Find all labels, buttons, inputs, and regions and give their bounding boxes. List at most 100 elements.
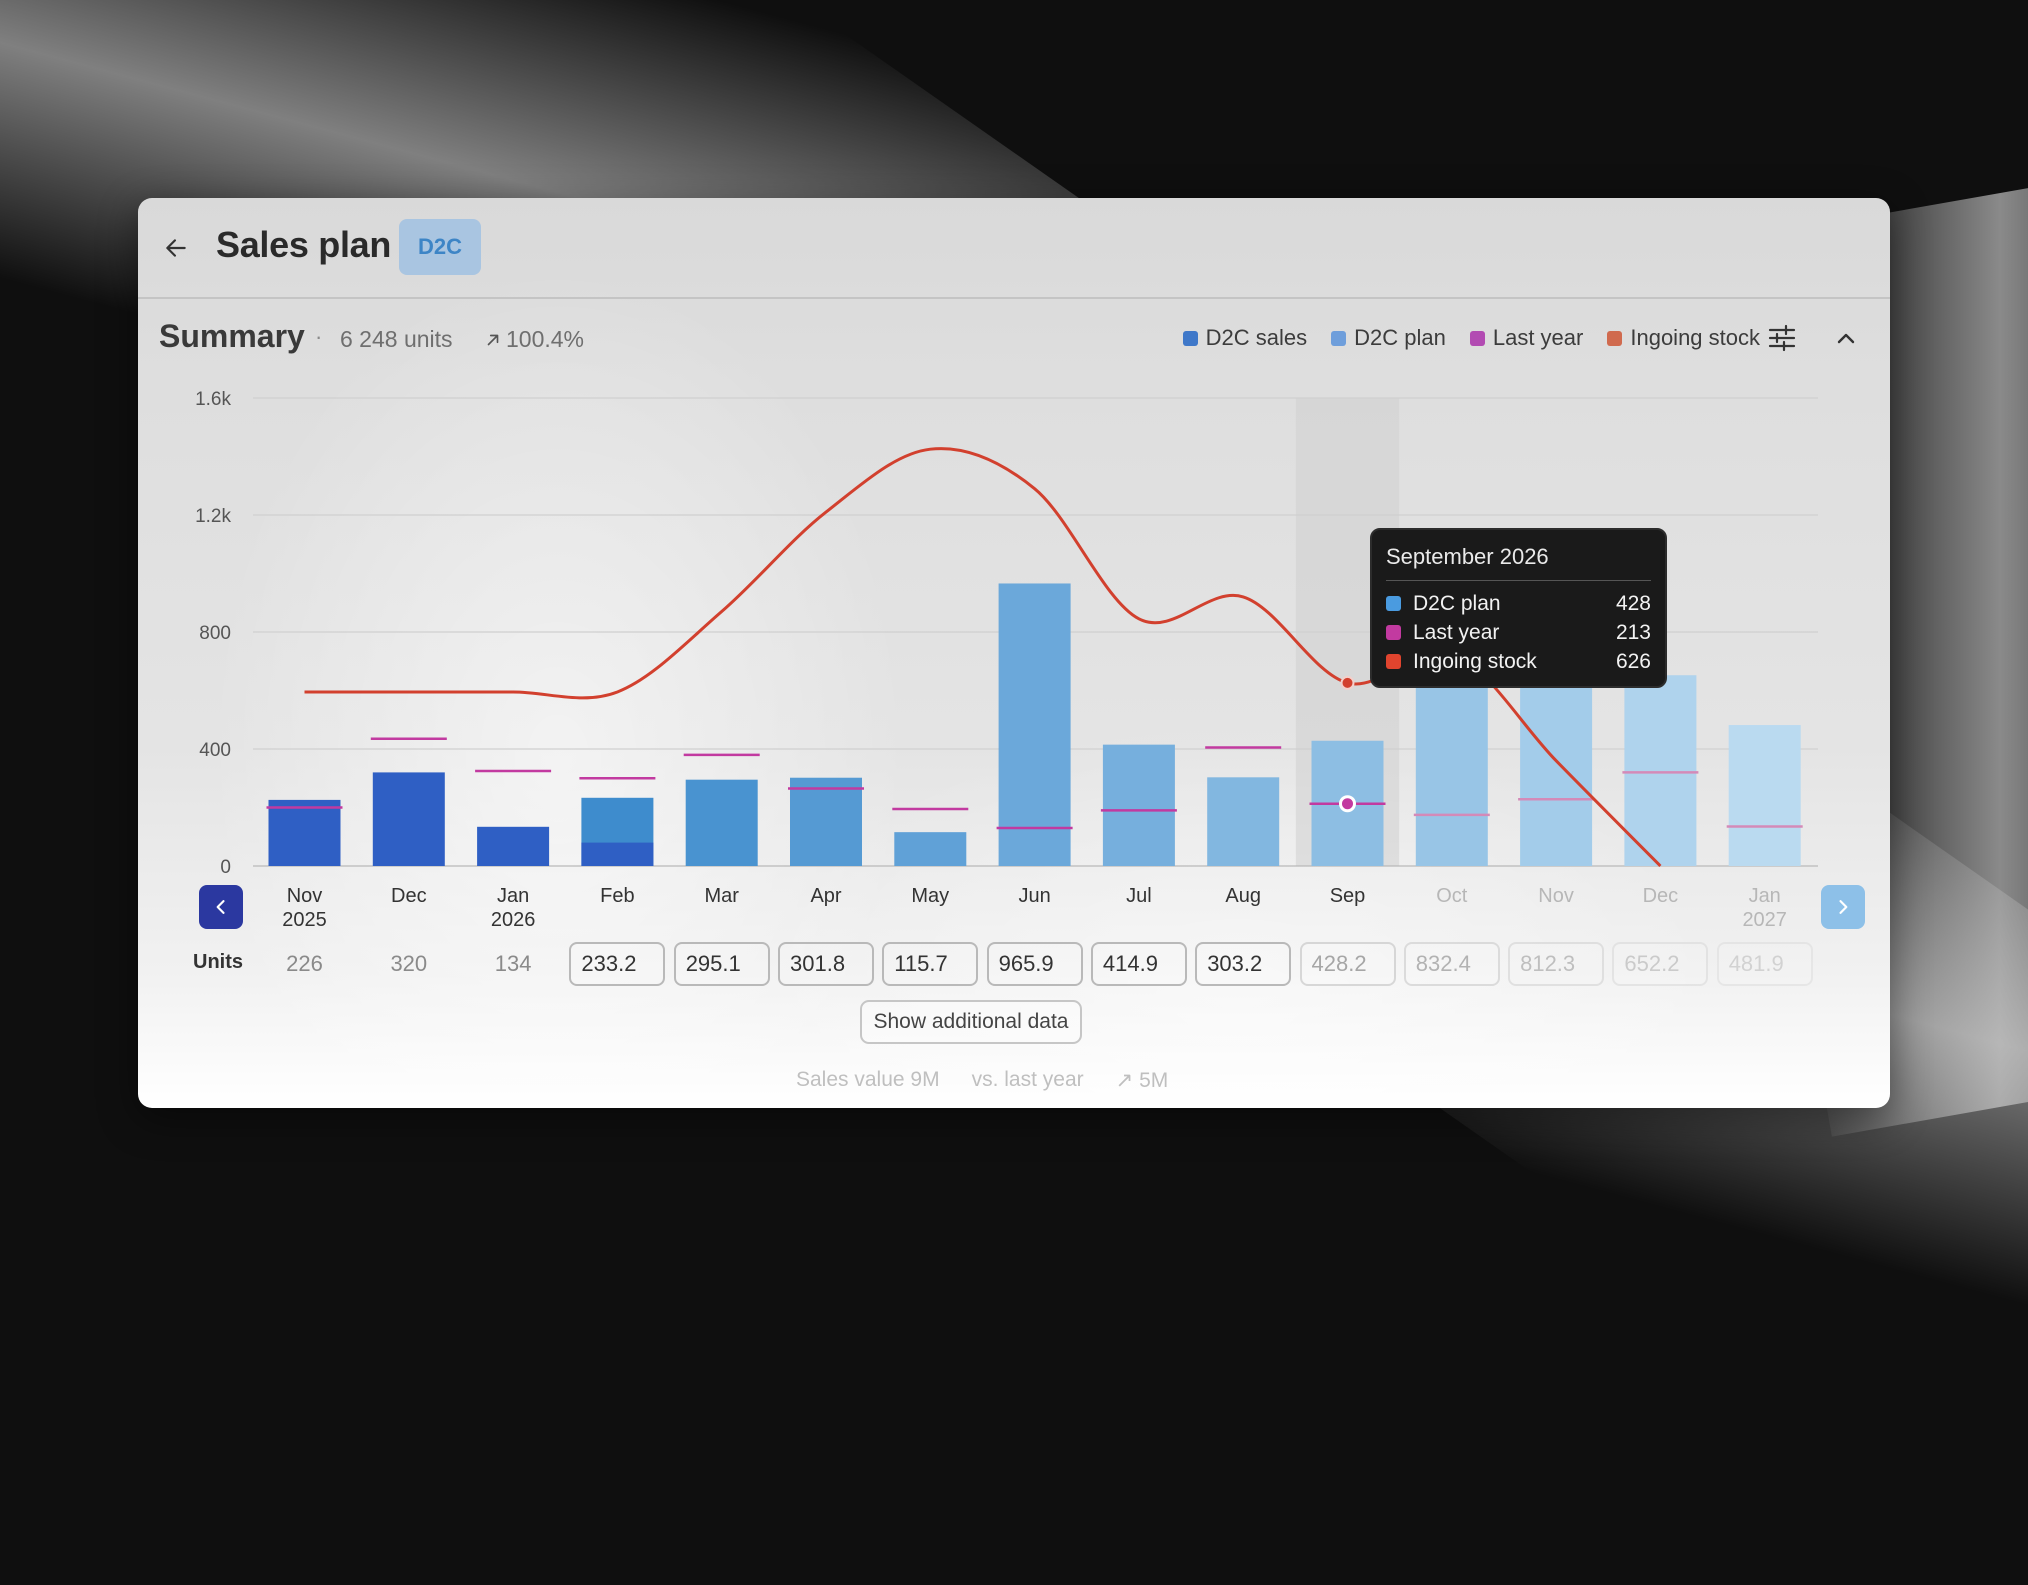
tooltip-title: September 2026 (1386, 544, 1651, 581)
units-input[interactable]: 233.2 (569, 942, 666, 986)
plan-bar (685, 779, 758, 866)
sales-value: Sales value 9M (796, 1068, 940, 1091)
x-axis-month-label: Feb (567, 884, 667, 908)
units-input[interactable]: 115.7 (882, 942, 979, 986)
page-title: Sales plan (216, 224, 392, 265)
previous-period-button[interactable] (199, 885, 243, 929)
units-input[interactable]: 414.9 (1090, 942, 1187, 986)
units-value: 320 (390, 951, 428, 976)
vs-last-year-value: ↗ 5M (1115, 1069, 1169, 1092)
sales-plan-card: Sales plan D2C Summary · 6 248 units 100… (138, 198, 1890, 1108)
vs-last-year-amount: 5M (1139, 1069, 1169, 1092)
x-axis-month-label: Sep (1298, 884, 1398, 908)
chart-tooltip: September 2026 D2C plan 428 Last year 213 In… (1370, 528, 1667, 688)
sliders-icon (1768, 324, 1796, 352)
tooltip-swatch (1386, 654, 1401, 669)
y-tick-label: 0 (220, 857, 231, 878)
plan-bar (1624, 675, 1697, 866)
tooltip-row: Ingoing stock 626 (1386, 647, 1651, 676)
filter-button[interactable] (1766, 322, 1798, 354)
last-year-point (1339, 795, 1356, 813)
summary-change: 100.4% (484, 326, 584, 353)
x-axis-month-label: Apr (776, 884, 876, 908)
summary-separator: · (315, 324, 323, 349)
units-value: 226 (286, 951, 323, 976)
next-period-button[interactable] (1821, 885, 1865, 929)
units-input[interactable]: 481.9 (1716, 942, 1813, 986)
month-name: Jun (1018, 885, 1051, 907)
legend-swatch (1331, 330, 1347, 346)
x-axis-month-label: Oct (1402, 884, 1502, 908)
units-input[interactable]: 428.2 (1299, 942, 1396, 986)
plan-bar (790, 777, 862, 866)
chart-legend: D2C sales D2C plan Last year Ingoing stock (1182, 325, 1760, 351)
plan-bar (998, 583, 1071, 866)
units-input[interactable]: 965.9 (986, 942, 1083, 986)
stock-point (1340, 675, 1355, 690)
units-input[interactable]: 652.2 (1612, 942, 1709, 986)
tooltip-label: Last year (1413, 620, 1500, 644)
units-input[interactable]: 832.4 (1403, 942, 1500, 986)
y-tick-label: 1.2k (195, 506, 231, 527)
units-row-label: Units (193, 951, 243, 973)
tooltip-value: 626 (1615, 649, 1651, 673)
sales-bar (372, 772, 445, 866)
units-input[interactable]: 812.3 (1508, 942, 1605, 986)
month-name: Mar (704, 885, 739, 907)
sales-bar (268, 799, 341, 866)
legend-item[interactable]: D2C sales (1182, 325, 1307, 351)
units-input[interactable]: 301.8 (778, 942, 874, 986)
y-tick-label: 800 (199, 623, 231, 644)
collapse-button[interactable] (1830, 322, 1862, 354)
units-input[interactable]: 303.2 (1195, 942, 1292, 986)
units-input[interactable]: 295.1 (673, 942, 770, 986)
x-axis-month-label: Dec (359, 884, 459, 908)
x-axis-month-label: May (880, 884, 980, 908)
summary-units: 6 248 units (340, 326, 453, 352)
month-name: Jan (496, 885, 530, 907)
back-button[interactable] (156, 228, 196, 268)
x-axis-month-label: Nov (1506, 884, 1606, 908)
y-tick-label: 400 (199, 740, 231, 761)
header: Sales plan D2C (138, 198, 1890, 299)
sales-chart: 1.6k 1.2k 800 400 0 (195, 389, 1818, 878)
month-name: Oct (1436, 885, 1468, 907)
month-year: 2026 (490, 909, 536, 931)
month-name: Aug (1225, 885, 1261, 907)
show-additional-data-button[interactable]: Show additional data (860, 1000, 1082, 1044)
legend-label: Ingoing stock (1630, 325, 1760, 350)
x-axis-month-label: Nov 2025 (255, 884, 355, 932)
legend-label: D2C plan (1354, 325, 1446, 350)
summary-change-value: 100.4% (506, 326, 585, 352)
x-axis-month-label: Jan 2027 (1715, 884, 1815, 932)
legend-swatch (1469, 330, 1485, 346)
month-name: May (911, 885, 950, 907)
tooltip-swatch (1386, 625, 1401, 640)
units-value: 134 (494, 951, 532, 976)
tooltip-value: 428 (1615, 591, 1651, 615)
x-axis-month-label: Jul (1089, 884, 1189, 908)
vs-last-year-label: vs. last year (971, 1068, 1084, 1091)
sales-bar (581, 842, 654, 866)
month-name: Jul (1126, 885, 1152, 907)
tooltip-label: D2C plan (1413, 591, 1501, 615)
tooltip-value: 213 (1615, 620, 1651, 644)
x-axis-month-label: Aug (1193, 884, 1293, 908)
legend-item[interactable]: Last year (1469, 325, 1583, 351)
x-axis-month-label: Mar (672, 884, 772, 908)
month-name: Nov (286, 885, 323, 907)
legend-item[interactable]: Ingoing stock (1607, 325, 1760, 351)
y-tick-label: 1.6k (195, 389, 231, 410)
x-axis-month-label: Dec (1610, 884, 1710, 908)
month-name: Dec (391, 885, 427, 907)
plan-bar (1102, 744, 1175, 866)
x-axis-month-label: Jun (985, 884, 1085, 908)
legend-item[interactable]: D2C plan (1331, 325, 1446, 351)
month-name: Feb (600, 885, 635, 907)
additional-data-preview: Sales value 9M vs. last year ↗ 5M (796, 1068, 1168, 1093)
plan-bar (894, 832, 967, 866)
tooltip-label: Ingoing stock (1413, 649, 1537, 673)
chevron-up-icon (1837, 333, 1855, 344)
month-name: Dec (1642, 885, 1679, 907)
month-name: Apr (810, 885, 842, 907)
